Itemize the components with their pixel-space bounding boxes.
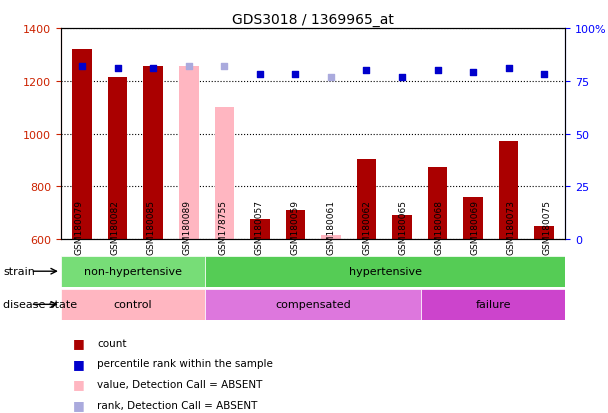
Bar [534,226,554,240]
Point [433,68,443,74]
Bar [72,50,92,240]
Bar [392,216,412,240]
Bar [250,220,269,240]
Text: ■: ■ [73,357,85,370]
Point [362,68,371,74]
Bar [499,142,519,240]
Bar [428,167,447,240]
Point [148,66,158,72]
Bar [357,159,376,240]
Text: ■: ■ [73,336,85,349]
Text: failure: failure [475,299,511,310]
Point [397,74,407,81]
Text: ■: ■ [73,398,85,411]
Text: GSM180085: GSM180085 [147,199,156,254]
Text: GSM180065: GSM180065 [399,199,408,254]
Bar [421,289,565,320]
Point [468,70,478,76]
Bar [179,67,198,240]
Text: GSM180075: GSM180075 [543,199,552,254]
Point [539,72,549,78]
Point [219,64,229,70]
Bar [321,235,340,240]
Point [255,72,264,78]
Text: count: count [97,338,127,348]
Bar [61,256,205,287]
Text: GSM180079: GSM180079 [74,199,83,254]
Text: strain: strain [3,266,35,277]
Text: GSM180073: GSM180073 [507,199,516,254]
Text: GSM180057: GSM180057 [255,199,263,254]
Text: percentile rank within the sample: percentile rank within the sample [97,358,273,368]
Title: GDS3018 / 1369965_at: GDS3018 / 1369965_at [232,12,394,26]
Text: GSM180089: GSM180089 [182,199,192,254]
Bar [61,289,205,320]
Bar [286,211,305,240]
Point [503,66,513,72]
Text: GSM180069: GSM180069 [471,199,480,254]
Text: compensated: compensated [275,299,351,310]
Point [326,74,336,81]
Text: GSM180059: GSM180059 [291,199,300,254]
Text: GSM178755: GSM178755 [218,199,227,254]
Text: GSM180082: GSM180082 [111,199,119,254]
Point [77,64,87,70]
Point [291,72,300,78]
Bar [143,67,163,240]
Bar [108,78,128,240]
Text: GSM180062: GSM180062 [363,199,371,254]
Text: rank, Detection Call = ABSENT: rank, Detection Call = ABSENT [97,400,258,410]
Bar [205,256,565,287]
Text: GSM180061: GSM180061 [326,199,336,254]
Point [184,64,193,70]
Bar [463,197,483,240]
Bar [205,289,421,320]
Text: non-hypertensive: non-hypertensive [84,266,182,277]
Text: value, Detection Call = ABSENT: value, Detection Call = ABSENT [97,379,263,389]
Text: GSM180068: GSM180068 [435,199,444,254]
Text: control: control [114,299,152,310]
Text: ■: ■ [73,377,85,391]
Text: disease state: disease state [3,299,77,310]
Bar [215,108,234,240]
Text: hypertensive: hypertensive [349,266,422,277]
Point [113,66,123,72]
